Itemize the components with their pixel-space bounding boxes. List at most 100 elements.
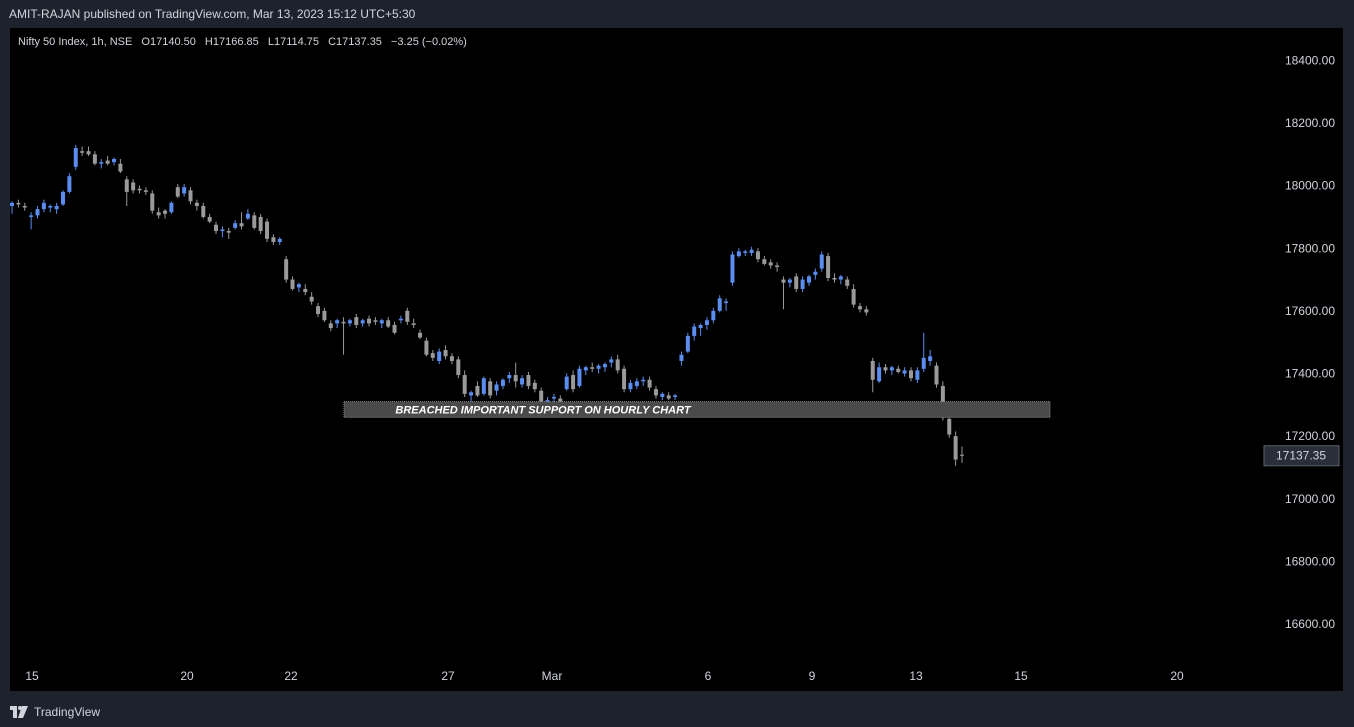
- candle[interactable]: [131, 179, 136, 194]
- candle[interactable]: [609, 356, 614, 368]
- candle[interactable]: [749, 246, 754, 257]
- candle[interactable]: [762, 256, 767, 266]
- candle[interactable]: [341, 317, 346, 355]
- candle[interactable]: [851, 284, 856, 308]
- candle[interactable]: [233, 220, 238, 230]
- candle[interactable]: [322, 307, 327, 322]
- candle[interactable]: [86, 146, 91, 156]
- candle[interactable]: [596, 364, 601, 374]
- candle[interactable]: [513, 362, 518, 388]
- candle[interactable]: [673, 393, 678, 401]
- candle[interactable]: [328, 320, 333, 332]
- support-zone-box[interactable]: [343, 401, 1051, 418]
- candle[interactable]: [775, 262, 780, 272]
- candle[interactable]: [864, 306, 869, 316]
- candle[interactable]: [386, 317, 391, 329]
- price-axis[interactable]: 18400.00 18200.00 18000.00 17800.00 17600.00…: [1285, 53, 1335, 631]
- candle[interactable]: [105, 155, 110, 166]
- candle[interactable]: [615, 354, 620, 374]
- candle[interactable]: [679, 351, 684, 366]
- candle[interactable]: [335, 318, 340, 329]
- candle[interactable]: [226, 227, 231, 239]
- candle[interactable]: [717, 295, 722, 313]
- candle[interactable]: [475, 381, 480, 397]
- candle[interactable]: [532, 379, 537, 393]
- candle[interactable]: [857, 303, 862, 313]
- candle[interactable]: [424, 337, 429, 357]
- candle[interactable]: [29, 212, 34, 230]
- candle[interactable]: [832, 273, 837, 283]
- candle[interactable]: [787, 277, 792, 288]
- candle[interactable]: [928, 350, 933, 366]
- candle[interactable]: [347, 318, 352, 327]
- candle[interactable]: [207, 213, 212, 224]
- candle[interactable]: [137, 185, 142, 194]
- candle[interactable]: [405, 307, 410, 325]
- candle[interactable]: [271, 234, 276, 246]
- candle[interactable]: [245, 209, 250, 221]
- candle[interactable]: [80, 146, 85, 156]
- candle[interactable]: [845, 276, 850, 289]
- candle[interactable]: [112, 157, 117, 166]
- candle[interactable]: [953, 431, 958, 466]
- candle[interactable]: [564, 373, 569, 391]
- candle[interactable]: [819, 251, 824, 272]
- candle[interactable]: [915, 367, 920, 383]
- candle[interactable]: [896, 365, 901, 374]
- candle[interactable]: [182, 184, 187, 197]
- candle[interactable]: [870, 357, 875, 393]
- candle[interactable]: [258, 213, 263, 235]
- candle[interactable]: [794, 273, 799, 293]
- candle[interactable]: [500, 378, 505, 390]
- candle[interactable]: [92, 151, 97, 166]
- candle[interactable]: [590, 362, 595, 372]
- candle[interactable]: [373, 317, 378, 325]
- candlestick-chart[interactable]: BREACHED IMPORTANT SUPPORT ON HOURLY CHA…: [10, 28, 1343, 691]
- candle[interactable]: [947, 414, 952, 438]
- candle[interactable]: [48, 204, 53, 213]
- candle[interactable]: [908, 367, 913, 382]
- candle[interactable]: [934, 362, 939, 388]
- candle[interactable]: [35, 205, 40, 219]
- candle[interactable]: [194, 199, 199, 211]
- candle[interactable]: [309, 292, 314, 305]
- candle[interactable]: [252, 212, 257, 230]
- tradingview-logo-icon[interactable]: [10, 706, 28, 718]
- candle[interactable]: [768, 259, 773, 269]
- candle[interactable]: [220, 226, 225, 238]
- candle[interactable]: [838, 274, 843, 285]
- candle[interactable]: [622, 365, 627, 393]
- candle[interactable]: [730, 251, 735, 286]
- candle[interactable]: [826, 252, 831, 282]
- candle[interactable]: [469, 390, 474, 402]
- candle[interactable]: [660, 392, 665, 401]
- candle[interactable]: [392, 321, 397, 335]
- candle[interactable]: [430, 350, 435, 361]
- candle[interactable]: [73, 144, 78, 170]
- candle[interactable]: [755, 248, 760, 263]
- candle[interactable]: [354, 314, 359, 329]
- candle[interactable]: [800, 276, 805, 293]
- candle[interactable]: [239, 212, 244, 230]
- chart-area[interactable]: BREACHED IMPORTANT SUPPORT ON HOURLY CHA…: [10, 28, 1343, 691]
- candle[interactable]: [360, 318, 365, 327]
- candle[interactable]: [150, 190, 155, 214]
- candle[interactable]: [16, 199, 21, 208]
- candle[interactable]: [692, 323, 697, 341]
- candle[interactable]: [698, 323, 703, 336]
- candle[interactable]: [99, 159, 104, 169]
- candle[interactable]: [883, 364, 888, 374]
- candle[interactable]: [583, 365, 588, 376]
- candle[interactable]: [571, 370, 576, 393]
- candle[interactable]: [398, 315, 403, 324]
- candle[interactable]: [290, 276, 295, 291]
- candle[interactable]: [22, 202, 27, 211]
- candle[interactable]: [449, 353, 454, 365]
- candle[interactable]: [437, 348, 442, 365]
- candle[interactable]: [61, 190, 66, 206]
- candle[interactable]: [118, 159, 123, 174]
- candle[interactable]: [456, 356, 461, 379]
- candle[interactable]: [902, 367, 907, 377]
- candle[interactable]: [704, 317, 709, 330]
- candle[interactable]: [214, 221, 219, 235]
